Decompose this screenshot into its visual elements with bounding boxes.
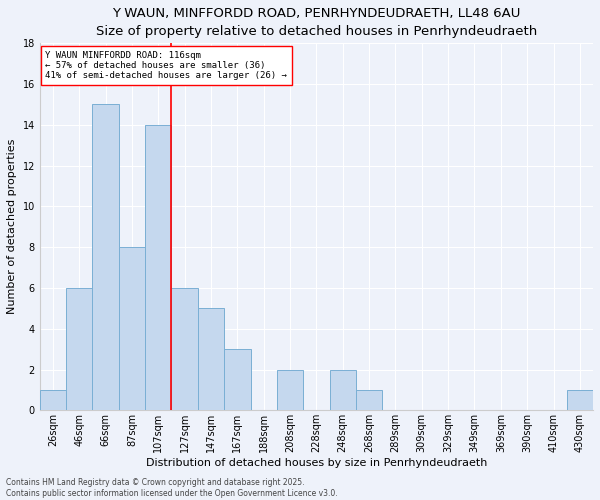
Bar — [172, 288, 198, 410]
Text: Contains HM Land Registry data © Crown copyright and database right 2025.
Contai: Contains HM Land Registry data © Crown c… — [6, 478, 338, 498]
Y-axis label: Number of detached properties: Number of detached properties — [7, 139, 17, 314]
Bar — [119, 247, 145, 410]
Bar — [329, 370, 356, 410]
Bar — [66, 288, 92, 410]
Bar — [356, 390, 382, 410]
Text: Y WAUN MINFFORDD ROAD: 116sqm
← 57% of detached houses are smaller (36)
41% of s: Y WAUN MINFFORDD ROAD: 116sqm ← 57% of d… — [45, 50, 287, 80]
Bar — [40, 390, 66, 410]
Bar — [277, 370, 303, 410]
Bar — [567, 390, 593, 410]
Bar — [92, 104, 119, 410]
Bar — [224, 349, 251, 410]
Title: Y WAUN, MINFFORDD ROAD, PENRHYNDEUDRAETH, LL48 6AU
Size of property relative to : Y WAUN, MINFFORDD ROAD, PENRHYNDEUDRAETH… — [96, 7, 537, 38]
X-axis label: Distribution of detached houses by size in Penrhyndeudraeth: Distribution of detached houses by size … — [146, 458, 487, 468]
Bar — [145, 125, 172, 410]
Bar — [198, 308, 224, 410]
